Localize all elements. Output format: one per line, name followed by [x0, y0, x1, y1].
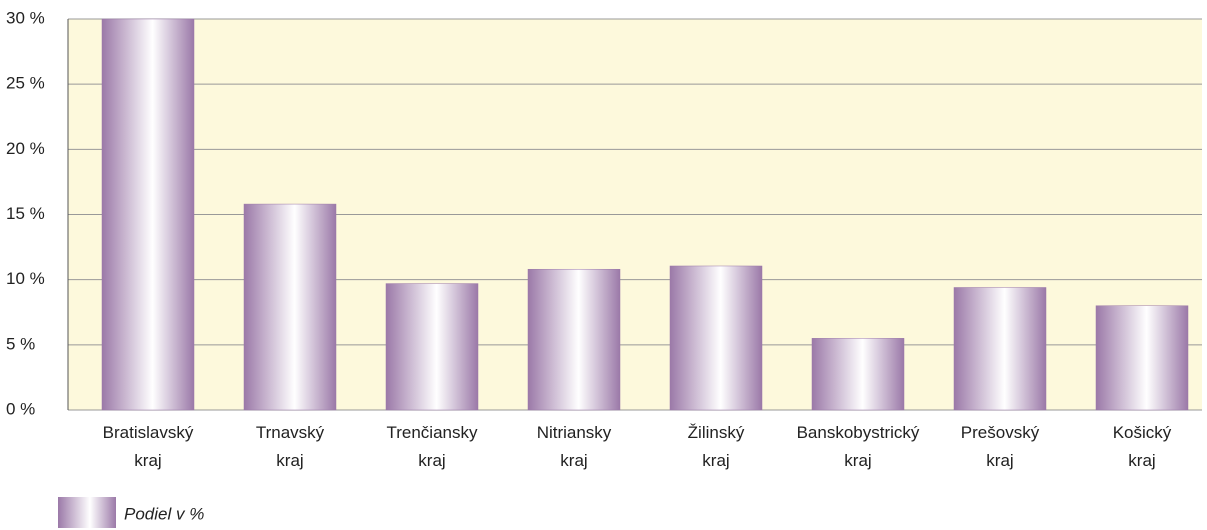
legend-label: Podiel v % [124, 504, 204, 523]
x-tick-label-line: kraj [134, 451, 161, 470]
x-tick-label-line: Banskobystrický [797, 423, 920, 442]
x-tick-label-line: kraj [986, 451, 1013, 470]
bar [385, 283, 479, 411]
x-tick-label-line: Košický [1113, 423, 1172, 442]
x-tick-label: Žilinský kraj [688, 423, 745, 470]
x-tick-label: Banskobystrický kraj [797, 423, 920, 470]
x-tick-label-line: Prešovský [961, 423, 1040, 442]
bar [1095, 305, 1189, 411]
x-tick-label-line: kraj [418, 451, 445, 470]
x-tick-label: Trnavský kraj [256, 423, 325, 470]
y-tick-label: 0 % [6, 399, 35, 418]
x-tick-label-line: kraj [276, 451, 303, 470]
x-tick-label-line: Trnavský [256, 423, 325, 442]
x-tick-label: Nitriansky kraj [537, 423, 612, 470]
legend-swatch [58, 497, 116, 528]
x-tick-label-line: kraj [702, 451, 729, 470]
bar [811, 338, 905, 411]
x-tick-label-line: kraj [1128, 451, 1155, 470]
x-tick-label-line: Nitriansky [537, 423, 612, 442]
x-tick-label-line: kraj [844, 451, 871, 470]
bar [953, 287, 1047, 411]
y-tick-label: 20 % [6, 139, 45, 158]
x-tick-label-line: Žilinský [688, 423, 745, 442]
x-tick-label-line: Bratislavský [103, 423, 194, 442]
x-tick-label: Trenčiansky kraj [386, 423, 478, 470]
x-tick-label: Košický kraj [1113, 423, 1172, 470]
bar [243, 203, 337, 411]
x-tick-label: Bratislavský kraj [103, 423, 194, 470]
y-tick-label: 15 % [6, 204, 45, 223]
y-tick-label: 5 % [6, 334, 35, 353]
bar [669, 265, 763, 411]
x-tick-label-line: Trenčiansky [386, 423, 478, 442]
bar [101, 18, 195, 411]
bar [527, 268, 621, 411]
y-tick-label: 10 % [6, 269, 45, 288]
y-tick-label: 25 % [6, 74, 45, 93]
x-tick-label: Prešovský kraj [961, 423, 1040, 470]
y-tick-label: 30 % [6, 8, 45, 27]
x-tick-label-line: kraj [560, 451, 587, 470]
